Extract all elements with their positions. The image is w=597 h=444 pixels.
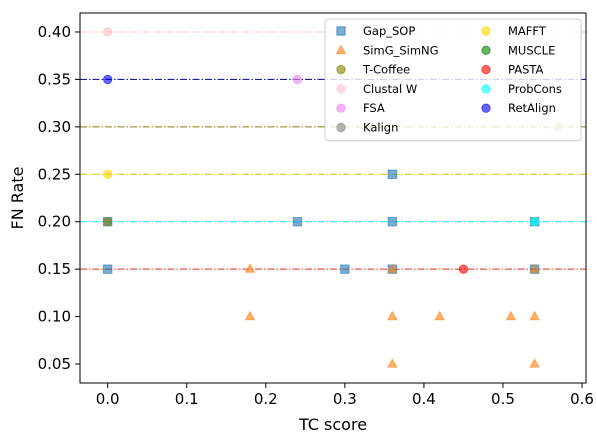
legend-item: Clustal W (336, 82, 417, 96)
data-point (529, 310, 540, 321)
y-tick-label: 0.20 (38, 213, 71, 231)
data-point (458, 264, 469, 274)
x-tick-label: 0.3 (333, 390, 357, 408)
data-point (387, 358, 398, 368)
legend-item: PASTA (481, 63, 543, 77)
data-point (244, 310, 256, 321)
x-tick-label: 0.1 (175, 390, 199, 408)
legend-label: Kalign (363, 121, 398, 135)
legend-item: ProbCons (481, 82, 562, 96)
x-tick-label: 0.2 (254, 390, 278, 408)
legend-label: MAFFT (508, 24, 547, 38)
data-point (505, 310, 517, 321)
legend-item: MAFFT (481, 24, 547, 38)
x-tick-label: 0.0 (96, 390, 120, 408)
x-tick-label: 0.5 (491, 390, 515, 408)
legend-item: T-Coffee (336, 63, 410, 77)
y-tick-label: 0.25 (38, 165, 71, 183)
legend-item: MUSCLE (481, 43, 555, 57)
y-tick-label: 0.10 (38, 308, 71, 326)
legend-label: RetAlign (508, 101, 556, 115)
circle-marker-icon (481, 103, 491, 113)
data-point (434, 310, 445, 321)
data-point (292, 217, 303, 227)
legend-item: Kalign (336, 121, 398, 135)
x-axis-label: TC score (298, 415, 367, 434)
legend-label: Clustal W (363, 82, 417, 96)
legend-item: FSA (336, 101, 385, 115)
data-point (244, 263, 256, 273)
legend-label: FSA (363, 101, 385, 115)
data-point (102, 74, 113, 85)
legend-label: MUSCLE (508, 43, 555, 57)
y-tick-label: 0.40 (38, 23, 71, 41)
data-point (102, 217, 113, 227)
data-point (387, 310, 398, 321)
data-point (292, 74, 303, 85)
y-tick-label: 0.30 (38, 118, 71, 136)
circle-marker-icon (336, 84, 346, 94)
data-point (529, 263, 540, 273)
data-point (102, 27, 113, 37)
square-marker-icon (336, 26, 346, 36)
legend-item: RetAlign (481, 101, 556, 115)
y-axis: 0.05 0.10 0.15 0.20 0.25 0.30 0.35 0.40 (38, 23, 80, 373)
legend-item: SimG_SimNG (335, 43, 439, 57)
plot-frame (79, 12, 587, 384)
data-point (529, 358, 540, 368)
circle-marker-icon (481, 64, 491, 75)
data-point (529, 217, 540, 227)
data-point (387, 217, 397, 227)
y-tick-label: 0.15 (38, 260, 71, 278)
circle-marker-icon (336, 122, 346, 133)
legend-label: ProbCons (508, 82, 562, 96)
legend-label: Gap_SOP (363, 24, 415, 38)
triangle-marker-icon (335, 44, 347, 54)
circle-marker-icon (481, 84, 491, 94)
legend: Gap_SOP SimG_SimNG T-Coffee Clustal W FSA Kal… (324, 18, 582, 142)
legend-label: PASTA (508, 63, 543, 77)
y-axis-label: FN Rate (8, 167, 27, 230)
circle-marker-icon (481, 26, 491, 36)
legend-box (324, 18, 582, 142)
legend-item: Gap_SOP (336, 24, 415, 38)
data-point (340, 264, 350, 274)
circle-marker-icon (481, 45, 491, 55)
data-points (102, 27, 564, 368)
x-tick-label: 0.6 (570, 390, 594, 408)
data-point (387, 169, 397, 179)
y-tick-label: 0.05 (38, 355, 71, 373)
data-point (387, 263, 398, 273)
circle-marker-icon (336, 103, 346, 113)
data-point (102, 169, 113, 179)
legend-label: T-Coffee (362, 63, 410, 77)
legend-label: SimG_SimNG (363, 43, 439, 57)
x-axis: 0.0 0.1 0.2 0.3 0.4 0.5 0.6 (96, 383, 594, 408)
y-tick-label: 0.35 (38, 70, 71, 88)
circle-marker-icon (336, 64, 346, 75)
x-tick-label: 0.4 (412, 390, 436, 408)
data-point (102, 264, 113, 274)
